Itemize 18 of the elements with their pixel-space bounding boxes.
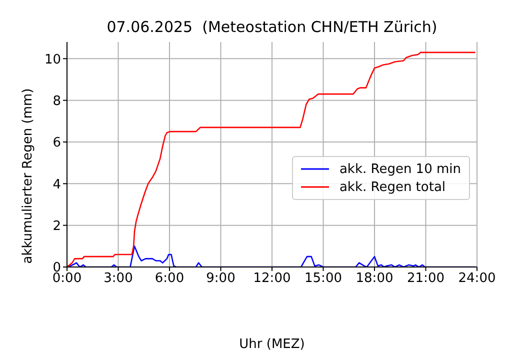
x-axis-title: Uhr (MEZ) <box>238 337 306 350</box>
y-tick-label: 4 <box>52 177 61 192</box>
x-tick-label: 18:00 <box>356 271 394 286</box>
x-tick-label: 6:00 <box>154 271 184 286</box>
x-tick-label: 12:00 <box>253 271 291 286</box>
chart-title: 07.06.2025 (Meteostation CHN/ETH Zürich) <box>106 18 438 36</box>
x-tick-label: 21:00 <box>407 271 444 286</box>
x-tick-label: 9:00 <box>206 271 236 286</box>
y-tick-label: 6 <box>52 136 61 151</box>
x-tick-label: 3:00 <box>104 271 133 286</box>
legend-label: akk. Regen 10 min <box>339 162 461 176</box>
legend-label: akk. Regen total <box>339 180 446 194</box>
y-tick-label: 8 <box>52 94 61 109</box>
y-tick-label: 2 <box>52 218 61 234</box>
y-axis-title: akkumulierter Regen (mm) <box>20 88 36 264</box>
x-tick-label: 24:00 <box>458 271 496 286</box>
x-tick-label: 15:00 <box>304 271 342 286</box>
y-tick-label: 10 <box>44 52 61 68</box>
